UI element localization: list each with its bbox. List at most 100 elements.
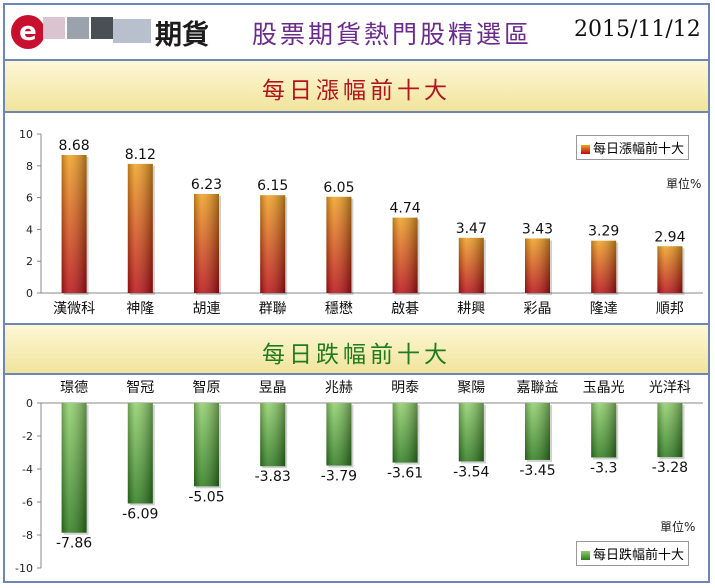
category-label: 玉晶光 xyxy=(583,380,625,396)
report-date: 2015/11/12 xyxy=(574,17,701,42)
gainers-legend: 每日漲幅前十大 xyxy=(576,135,690,160)
y-tick-label: -6 xyxy=(22,496,33,509)
y-tick-label: 8 xyxy=(26,160,33,173)
value-label: 3.47 xyxy=(456,221,487,237)
blurred-logo-block xyxy=(91,17,113,39)
value-label: -3.79 xyxy=(321,469,357,485)
y-tick-label: -2 xyxy=(22,430,33,443)
category-label: 隆達 xyxy=(590,301,618,317)
y-tick-label: 0 xyxy=(26,397,33,410)
value-label: -3.83 xyxy=(255,469,291,485)
gainers-section-title: 每日漲幅前十大 xyxy=(262,78,451,104)
bar-shading xyxy=(326,403,352,466)
category-label: 漢微科 xyxy=(53,301,95,317)
value-label: 6.15 xyxy=(257,178,288,194)
header-divider xyxy=(5,59,708,61)
value-label: -5.05 xyxy=(188,489,224,505)
brand-name: 期貨 xyxy=(155,20,209,51)
gainers-section-header: 每日漲幅前十大 xyxy=(5,61,708,113)
bar-shading xyxy=(127,163,153,293)
value-label: -7.86 xyxy=(56,536,92,552)
losers-chart-svg: 0 -2 -4 -6 -8 -10 -7.86 璟德 -6.09 智冠 -5.05 智原 -3.83 昱晶… xyxy=(15,380,703,575)
category-label: 嘉聯益 xyxy=(517,380,559,396)
value-label: -6.09 xyxy=(122,506,158,522)
category-label: 神隆 xyxy=(126,301,154,317)
value-label: -3.45 xyxy=(519,463,555,479)
logo-icon xyxy=(11,15,45,49)
category-label: 順邦 xyxy=(656,301,684,317)
page-frame: e 期貨 股票期貨熱門股精選區 2015/11/12 每日漲幅前十大 0 2 4 6 8… xyxy=(3,3,710,583)
bar-shading xyxy=(326,196,352,293)
losers-chart: 0 -2 -4 -6 -8 -10 -7.86 璟德 -6.09 智冠 -5.05 智原 -3.83 昱晶… xyxy=(5,375,708,581)
bar-shading xyxy=(458,237,484,293)
losers-legend-label: 每日跌幅前十大 xyxy=(593,548,685,563)
logo-mark: e xyxy=(19,17,37,47)
legend-swatch-icon xyxy=(581,551,590,560)
bar-shading xyxy=(194,403,219,487)
value-label: -3.54 xyxy=(453,464,489,480)
y-tick-label: -10 xyxy=(15,562,33,575)
y-tick-label: -4 xyxy=(22,463,33,476)
category-label: 璟德 xyxy=(60,380,88,396)
gainers-unit-label: 單位% xyxy=(666,177,702,191)
category-label: 啟碁 xyxy=(391,301,419,317)
bar-shading xyxy=(657,403,683,458)
losers-unit-label: 單位% xyxy=(660,520,696,534)
y-tick-label: -8 xyxy=(22,529,33,542)
bar-shading xyxy=(127,403,153,504)
value-label: 6.05 xyxy=(323,180,354,196)
blurred-logo-block xyxy=(67,17,89,39)
y-tick-label: 4 xyxy=(26,223,33,236)
y-tick-label: 6 xyxy=(26,192,33,205)
category-label: 胡連 xyxy=(193,301,221,317)
gainers-chart-svg: 0 2 4 6 8 10 8.68 漢微科 8.12 神隆 6.23 胡連 6.15 群聯 6.05 穩懋 4.… xyxy=(19,128,703,317)
y-tick-label: 10 xyxy=(19,128,33,141)
bar-shading xyxy=(525,238,550,293)
gainers-chart: 0 2 4 6 8 10 8.68 漢微科 8.12 神隆 6.23 胡連 6.15 群聯 6.05 穩懋 4.… xyxy=(5,113,708,323)
bar-shading xyxy=(458,403,484,462)
bar-shading xyxy=(194,193,219,293)
value-label: -3.61 xyxy=(387,466,423,482)
bar-shading xyxy=(591,403,617,458)
value-label: 3.29 xyxy=(588,224,619,240)
value-label: 4.74 xyxy=(390,201,421,217)
bar-shading xyxy=(392,217,418,293)
bar-shading xyxy=(657,246,683,293)
bar-shading xyxy=(61,154,87,293)
legend-swatch-icon xyxy=(581,145,590,154)
page-title: 股票期貨熱門股精選區 xyxy=(252,20,533,49)
value-label: 6.23 xyxy=(191,177,222,193)
gainers-legend-label: 每日漲幅前十大 xyxy=(593,142,685,157)
bar-shading xyxy=(591,240,617,293)
category-label: 群聯 xyxy=(259,301,287,317)
value-label: -3.3 xyxy=(590,460,617,476)
value-label: 8.68 xyxy=(59,138,90,154)
category-label: 兆赫 xyxy=(325,380,353,396)
category-label: 穩懋 xyxy=(325,300,353,317)
value-label: 8.12 xyxy=(125,147,156,163)
losers-section-header: 每日跌幅前十大 xyxy=(5,323,708,375)
category-label: 彩晶 xyxy=(524,301,552,317)
bar-shading xyxy=(260,403,286,467)
bar-shading xyxy=(61,403,87,533)
bar-shading xyxy=(260,195,286,293)
category-label: 明泰 xyxy=(391,380,419,396)
header: e 期貨 股票期貨熱門股精選區 2015/11/12 xyxy=(5,5,708,59)
blurred-logo-block xyxy=(113,19,151,43)
losers-section-title: 每日跌幅前十大 xyxy=(262,342,451,368)
category-label: 智冠 xyxy=(126,380,154,396)
bar-shading xyxy=(392,403,418,463)
y-tick-label: 0 xyxy=(26,287,33,300)
category-label: 耕興 xyxy=(457,300,485,317)
losers-legend: 每日跌幅前十大 xyxy=(576,541,690,566)
category-label: 智原 xyxy=(193,380,221,396)
blurred-logo-block xyxy=(43,17,65,39)
bar-shading xyxy=(525,403,550,460)
category-label: 昱晶 xyxy=(259,380,287,396)
y-tick-label: 2 xyxy=(26,255,33,268)
category-label: 光洋科 xyxy=(649,380,691,396)
category-label: 聚陽 xyxy=(457,380,485,396)
value-label: -3.28 xyxy=(652,460,688,476)
value-label: 3.43 xyxy=(522,221,553,237)
value-label: 2.94 xyxy=(654,229,685,245)
